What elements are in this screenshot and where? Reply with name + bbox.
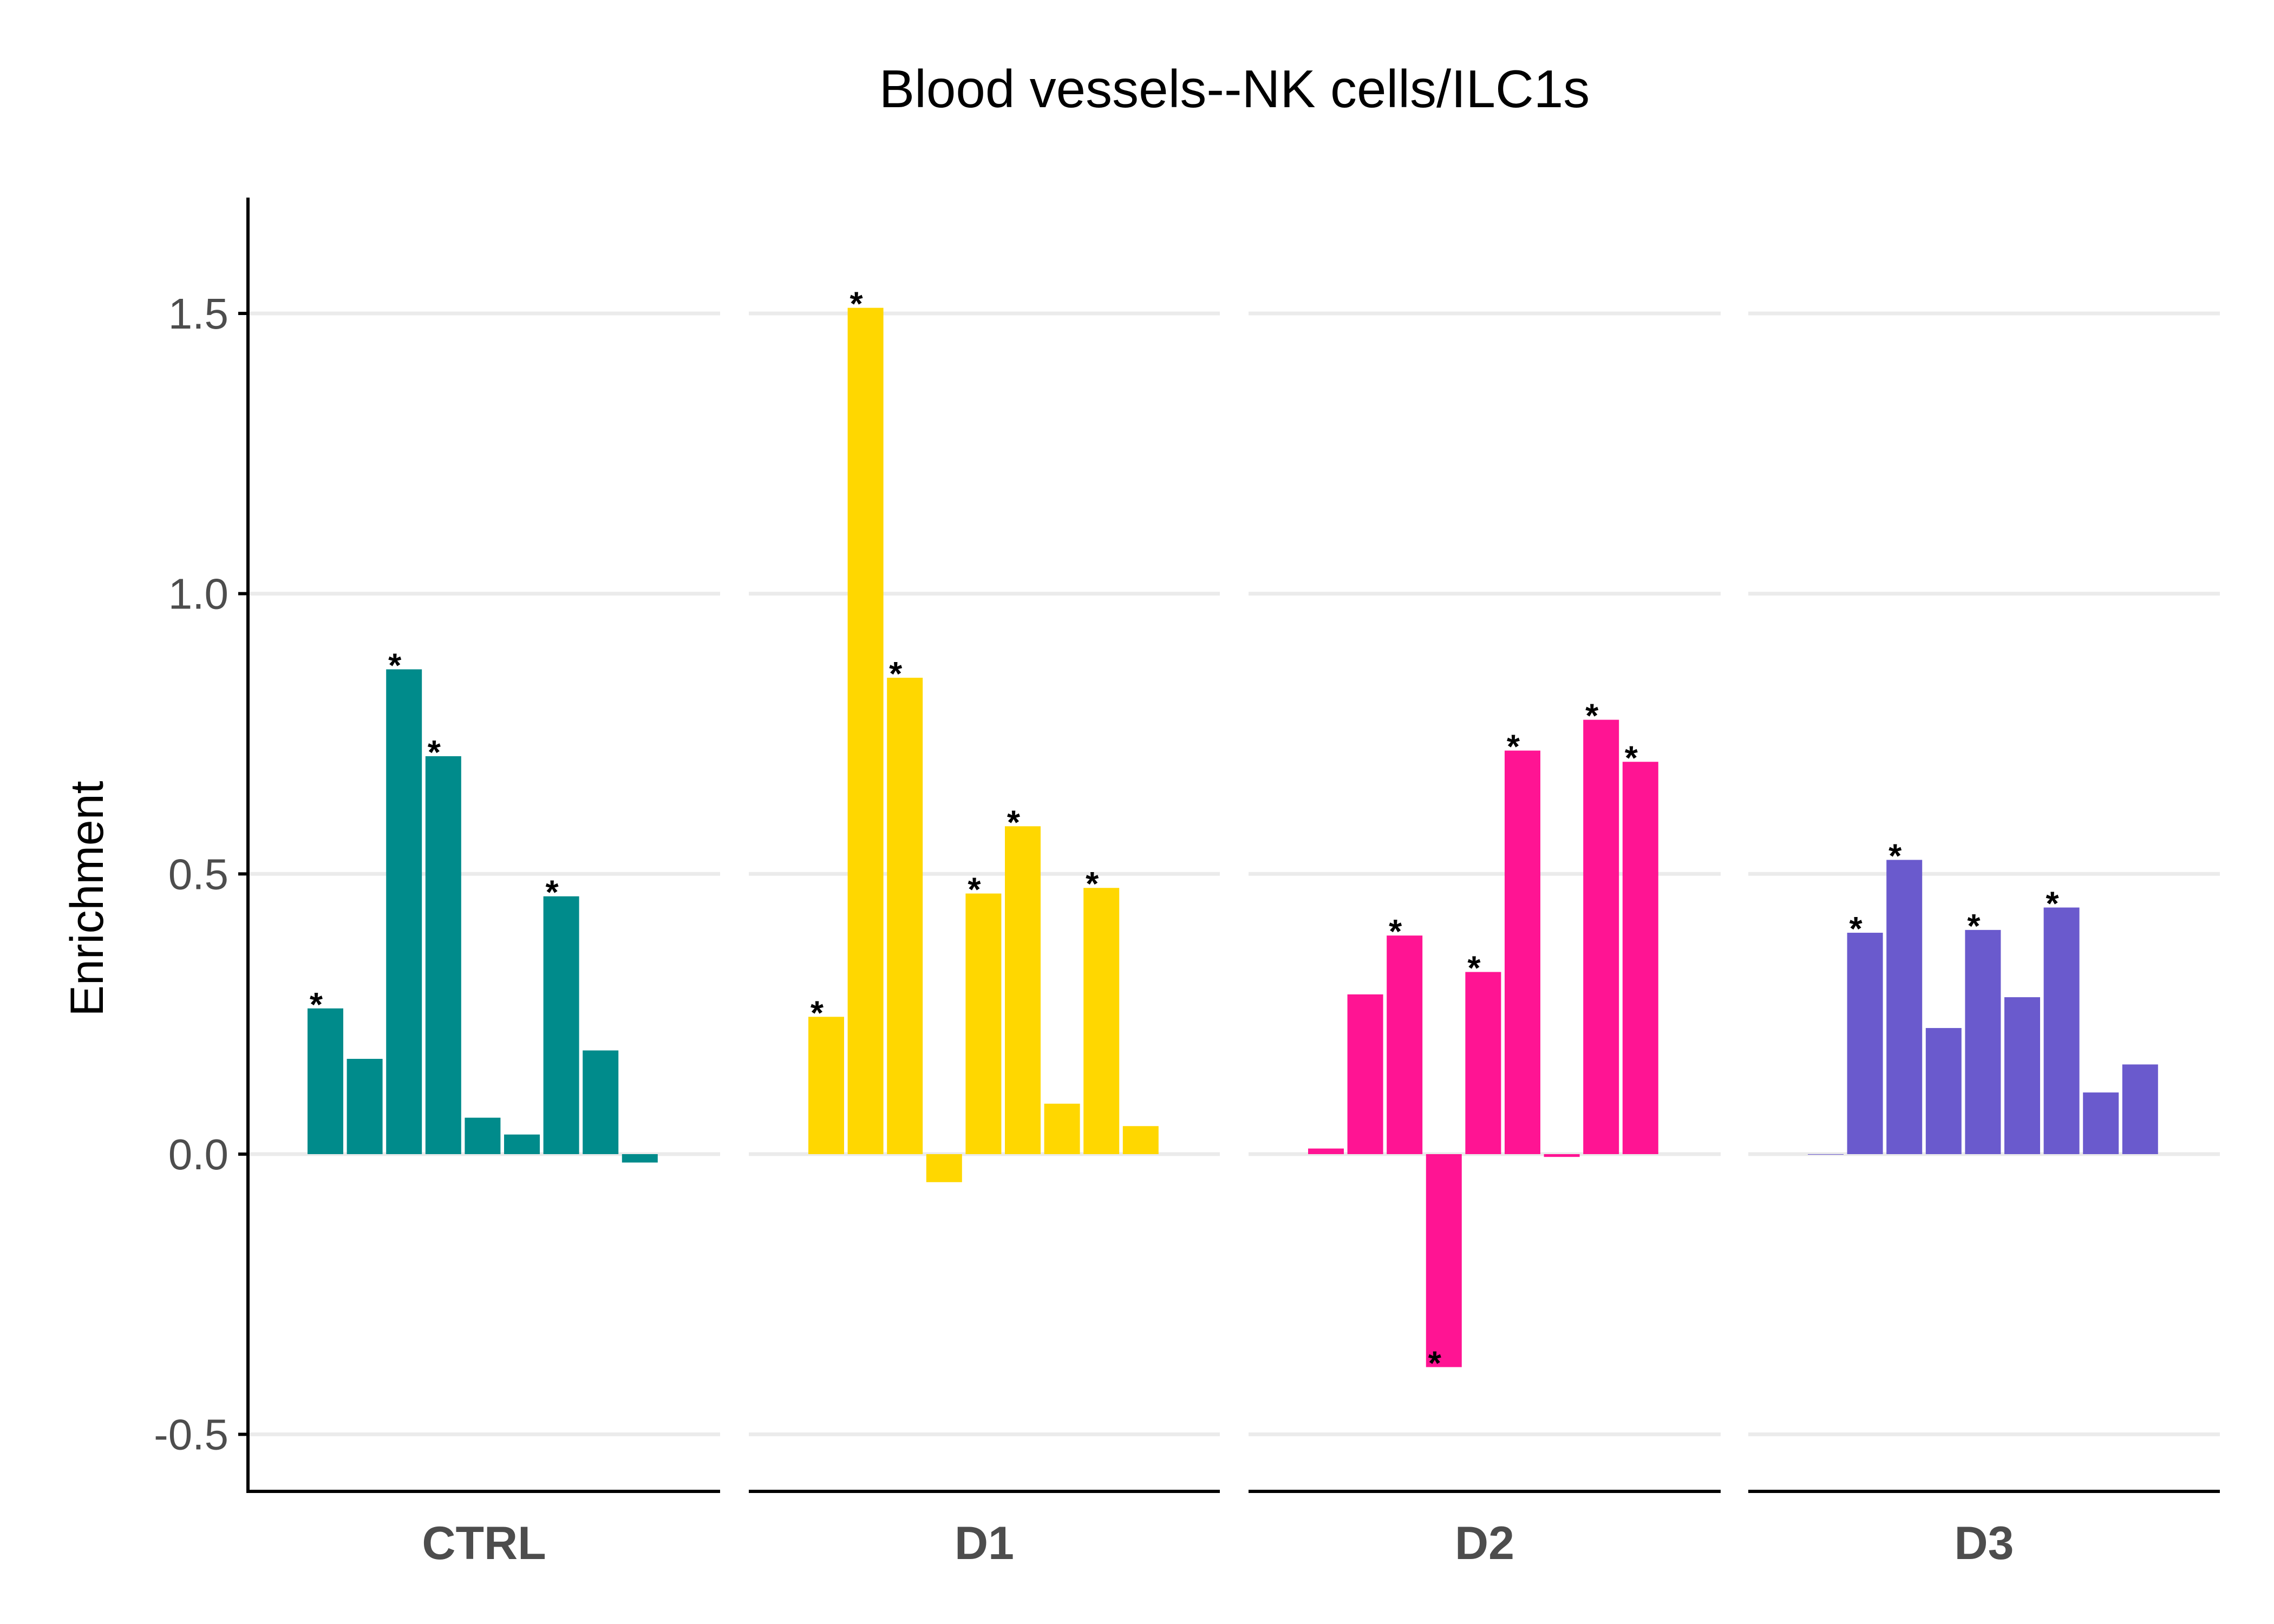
bar-d3-3	[1886, 860, 1923, 1154]
facet-label-d1: D1	[955, 1517, 1014, 1569]
bar-d2-3	[1387, 935, 1423, 1154]
y-tick-label: 0.5	[168, 850, 228, 898]
significance-star: *	[1967, 908, 1981, 945]
bar-ctrl-3	[386, 669, 422, 1154]
bar-d1-1	[808, 1017, 844, 1154]
bar-ctrl-5	[465, 1117, 501, 1154]
bar-d2-6	[1505, 750, 1540, 1154]
bar-d3-5	[1965, 929, 2001, 1154]
gridlines	[248, 311, 2220, 1437]
y-axis-label: Enrichment	[61, 781, 113, 1016]
bar-d1-9	[1122, 1126, 1159, 1154]
significance-star: *	[1889, 837, 1902, 875]
chart-title: Blood vessels--NK cells/ILC1s	[879, 59, 1590, 119]
significance-star: *	[811, 994, 824, 1032]
significance-star: *	[2046, 885, 2060, 922]
bar-d2-1	[1308, 1148, 1344, 1154]
significance-star: *	[1585, 698, 1599, 735]
significance-star: *	[889, 656, 903, 693]
bar-ctrl-8	[583, 1050, 619, 1154]
significance-star: *	[1625, 739, 1638, 777]
bar-d2-7	[1544, 1154, 1580, 1157]
facet-label-d3: D3	[1955, 1517, 2014, 1569]
bar-d3-1	[1808, 1154, 1844, 1155]
bar-ctrl-4	[425, 756, 461, 1154]
significance-star: *	[388, 647, 402, 684]
bar-d3-7	[2043, 907, 2080, 1154]
y-tick-label: 0.0	[168, 1130, 228, 1178]
bar-d1-3	[887, 677, 923, 1154]
axes	[238, 198, 2220, 1493]
significance-star: *	[1428, 1345, 1442, 1382]
significance-star: *	[1086, 866, 1099, 903]
bar-d2-4	[1426, 1154, 1462, 1367]
significance-star: *	[310, 986, 323, 1024]
bar-d1-8	[1083, 888, 1120, 1154]
y-tick-label: 1.0	[168, 570, 228, 618]
significance-star: *	[1467, 950, 1481, 987]
significance-star: *	[850, 286, 864, 323]
facet-label-ctrl: CTRL	[422, 1517, 546, 1569]
bar-d1-7	[1044, 1103, 1080, 1154]
y-tick-labels: 1.5 1.0 0.5 0.0 -0.5	[154, 290, 228, 1459]
bars	[308, 307, 2158, 1367]
bar-d3-4	[1925, 1028, 1962, 1154]
significance-star: *	[968, 872, 981, 909]
y-tick-label: 1.5	[168, 290, 228, 338]
bar-d1-6	[1005, 826, 1041, 1154]
significance-star: *	[1007, 804, 1021, 841]
facet-label-d2: D2	[1455, 1517, 1514, 1569]
bar-ctrl-2	[347, 1058, 383, 1154]
bar-d1-5	[965, 893, 1002, 1154]
bar-d3-6	[2004, 997, 2040, 1154]
significance-star: *	[546, 874, 559, 912]
bar-d1-4	[926, 1154, 962, 1182]
bar-d3-9	[2122, 1064, 2158, 1154]
bar-d2-8	[1583, 719, 1619, 1154]
bar-d3-2	[1847, 933, 1883, 1154]
facet-labels: CTRL D1 D2 D3	[422, 1517, 2014, 1569]
bar-d3-8	[2083, 1092, 2119, 1154]
bar-d1-2	[847, 307, 884, 1154]
bar-ctrl-7	[543, 896, 579, 1154]
significance-star: *	[1507, 729, 1520, 766]
bar-d2-2	[1347, 994, 1383, 1154]
bar-d2-9	[1622, 762, 1658, 1154]
y-tick-label: -0.5	[154, 1411, 228, 1459]
significance-markers: * * * * * * * * * * * * * * * * * * * *	[310, 286, 2060, 1383]
bar-d2-5	[1465, 972, 1501, 1154]
bar-ctrl-9	[622, 1154, 658, 1163]
significance-star: *	[1389, 913, 1402, 951]
bar-ctrl-6	[504, 1134, 540, 1154]
significance-star: *	[428, 734, 441, 771]
significance-star: *	[1850, 911, 1863, 948]
bar-ctrl-1	[308, 1008, 343, 1154]
